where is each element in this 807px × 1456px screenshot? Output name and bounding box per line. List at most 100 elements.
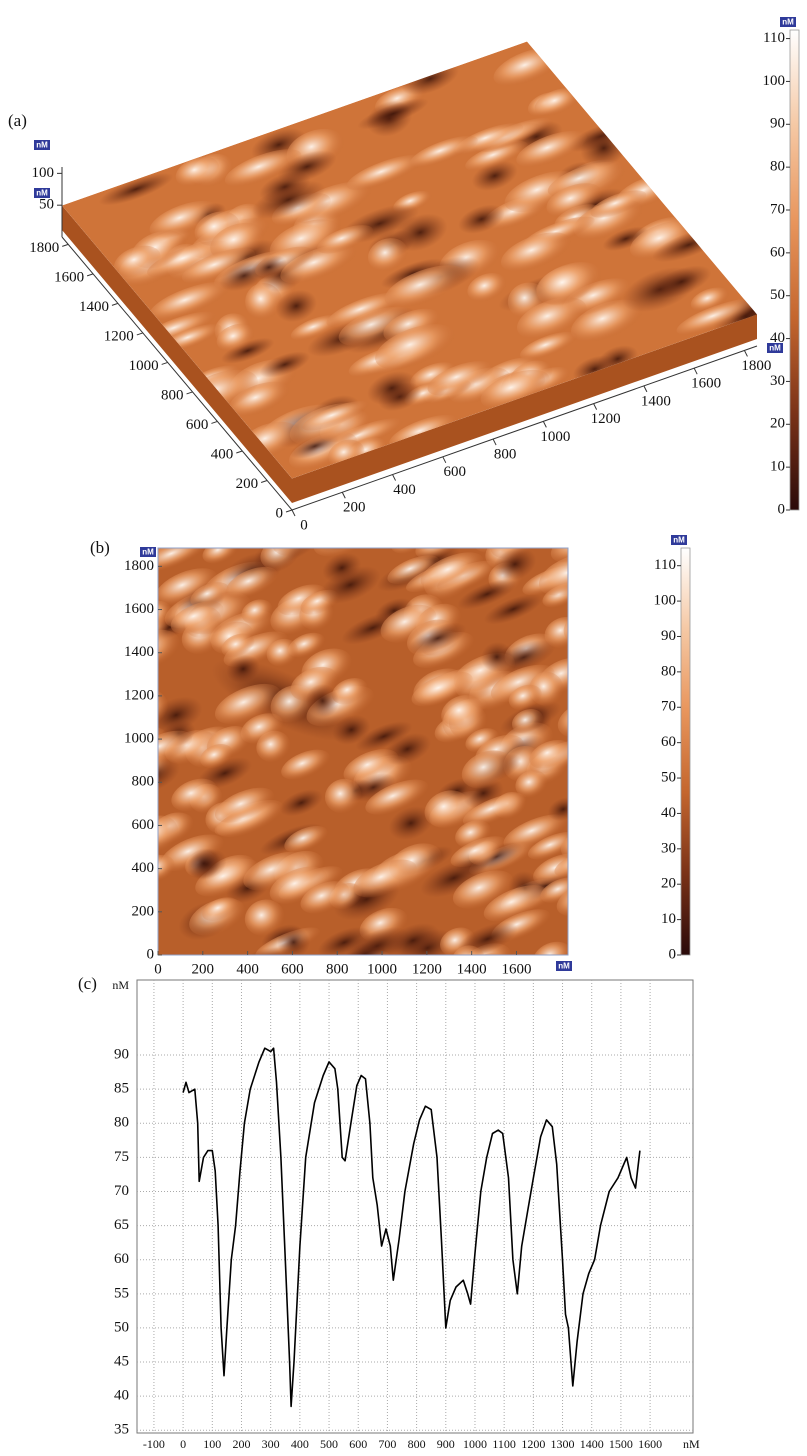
y-tick-label: 65 — [114, 1217, 129, 1233]
y-tick-label: 85 — [114, 1081, 129, 1097]
surface-bump — [534, 88, 581, 116]
y-unit: nM — [112, 978, 129, 992]
surface-pit — [458, 204, 505, 234]
image-bump — [527, 831, 568, 860]
x-tick-label: -100 — [143, 1437, 165, 1451]
image-bump — [450, 836, 507, 868]
image-bump — [195, 858, 260, 897]
y-tick-label: 200 — [236, 476, 259, 492]
colorbar-tick-label: 30 — [661, 840, 676, 856]
surface-bump — [338, 306, 413, 346]
y-tick-label: 1200 — [104, 328, 134, 344]
surface-bump — [149, 200, 219, 238]
surface-pit — [602, 226, 649, 251]
image-bump — [324, 778, 362, 814]
y-tick — [236, 450, 243, 454]
image-bump — [158, 600, 172, 628]
x-tick — [341, 492, 346, 499]
surface-bump — [467, 273, 507, 302]
surface-bump — [181, 248, 256, 284]
image-bump — [543, 510, 602, 552]
image-bump — [158, 815, 179, 852]
image-bump — [158, 629, 180, 670]
plot-frame — [136, 979, 694, 1434]
colorbar-tick-label: 50 — [661, 769, 676, 785]
colorbar-tick-label: 50 — [770, 287, 785, 303]
y-tick — [211, 420, 218, 424]
y-tick — [111, 302, 119, 306]
image-bump — [160, 834, 224, 872]
y-tick — [62, 243, 69, 247]
x-tick-label: 500 — [320, 1437, 338, 1451]
image-pit — [409, 622, 467, 654]
unit-badge-text: nM — [782, 18, 794, 27]
colorbar-tick-label: 40 — [661, 805, 676, 821]
x-tick-label: 1600 — [501, 961, 531, 977]
colorbar-tick-label: 0 — [778, 501, 786, 517]
colorbar-tick-label: 70 — [770, 201, 785, 217]
image-bump — [529, 739, 568, 769]
axis-line — [61, 236, 293, 511]
surface-bump — [516, 130, 587, 168]
afm-image — [158, 510, 602, 955]
image-bump — [508, 684, 542, 710]
surface-bump — [676, 298, 757, 335]
image-bump — [451, 945, 487, 955]
z-tick-label: 100 — [32, 165, 55, 181]
colorbar-tick-label: 60 — [770, 244, 785, 260]
colorbar-tick-label: 100 — [763, 73, 786, 89]
x-tick-label: 1100 — [492, 1437, 516, 1451]
z-tick-label: 50 — [39, 197, 54, 213]
image-bump — [387, 555, 440, 585]
x-tick — [743, 350, 748, 357]
y-tick-label: 800 — [132, 774, 155, 790]
x-tick-label: 1000 — [463, 1437, 487, 1451]
image-bump — [462, 793, 527, 827]
y-tick — [86, 273, 94, 277]
surface-pit — [277, 150, 337, 183]
surface-pit — [651, 265, 712, 299]
x-tick-label: 200 — [343, 500, 366, 516]
y-tick — [285, 509, 293, 513]
unit-badge: nM — [140, 547, 156, 557]
profile-line — [182, 1047, 641, 1408]
colorbar-tick-label: 80 — [770, 159, 785, 175]
surface-pit — [401, 62, 459, 96]
y-tick-label: 1600 — [124, 601, 154, 617]
colorbar-tick-label: 90 — [770, 116, 785, 132]
surface-bump — [520, 331, 578, 360]
surface-bump — [480, 369, 550, 409]
image-bump — [171, 778, 218, 812]
image-bump — [411, 671, 473, 707]
image-pit — [388, 806, 433, 841]
surface-pit — [275, 289, 317, 323]
image-bump — [365, 779, 429, 815]
y-tick-label: 0 — [276, 505, 284, 521]
axis-line — [291, 345, 758, 511]
unit-badge-box — [556, 961, 572, 971]
surface-bump — [147, 240, 229, 278]
y-tick-label: 600 — [186, 417, 209, 433]
y-tick-label: 60 — [114, 1251, 129, 1267]
x-tick-label: 1200 — [521, 1437, 545, 1451]
image-bump — [214, 683, 281, 724]
x-tick-label: 200 — [192, 961, 215, 977]
x-tick — [593, 403, 598, 410]
surface-bump — [149, 281, 231, 321]
image-bump — [441, 695, 484, 730]
x-tick-label: 800 — [494, 447, 517, 463]
image-bump — [244, 899, 285, 936]
image-bump — [455, 820, 492, 848]
y-tick-label: 1800 — [124, 558, 154, 574]
image-bump — [318, 511, 368, 550]
unit-badge: nM — [34, 188, 50, 198]
colorbar-tick-label: 110 — [654, 557, 676, 573]
y-tick — [260, 480, 268, 483]
image-bump — [424, 790, 470, 828]
image-bump — [158, 689, 169, 725]
image-bump — [550, 548, 568, 563]
image-pit — [493, 548, 537, 582]
x-unit: nM — [683, 1437, 700, 1451]
x-tick — [693, 367, 698, 375]
